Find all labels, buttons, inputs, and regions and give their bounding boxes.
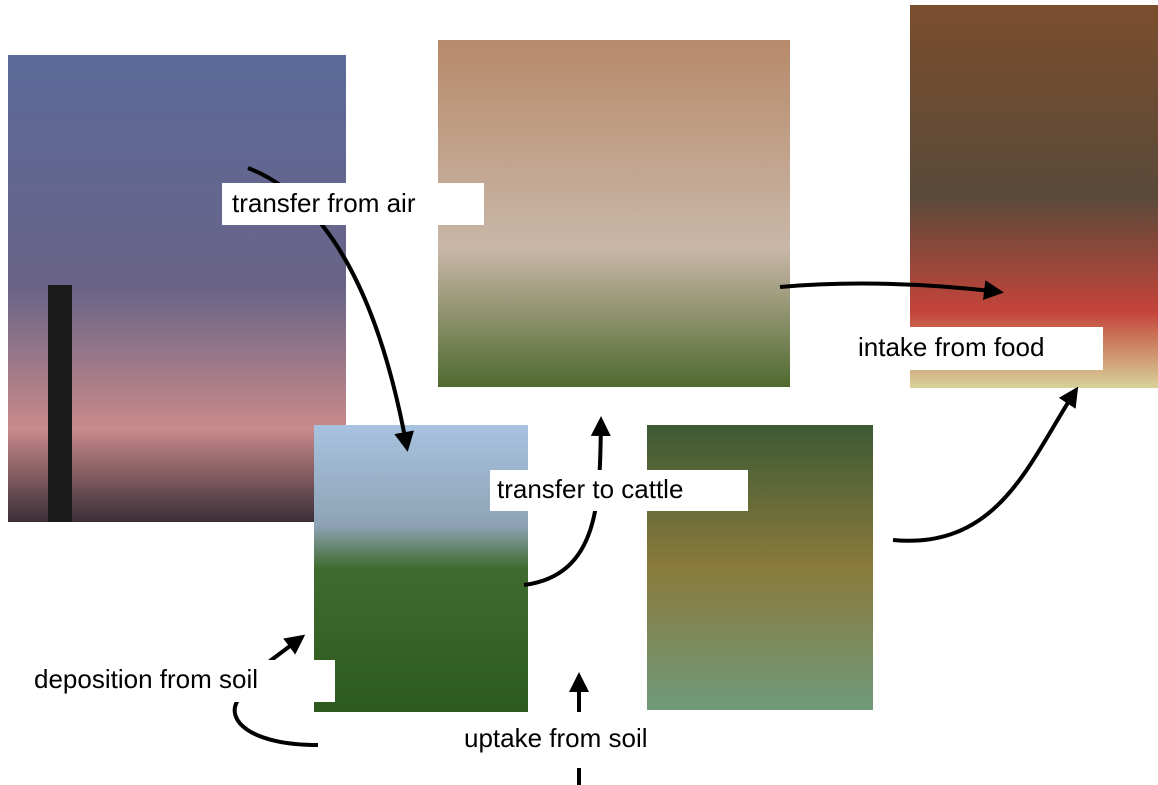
cabbage-photo <box>647 425 873 710</box>
page: transfer from air intake from food trans… <box>0 0 1158 785</box>
label: intake from food <box>858 332 1044 362</box>
label: deposition from soil <box>34 664 258 694</box>
diagram: transfer from air intake from food trans… <box>0 0 1158 785</box>
arrow <box>893 390 1076 541</box>
chimney <box>48 285 72 522</box>
cattle-photo <box>438 40 790 387</box>
field-photo <box>314 425 528 712</box>
arrow <box>266 637 302 664</box>
label: transfer from air <box>232 188 416 218</box>
label: transfer to cattle <box>497 474 683 504</box>
arrow <box>235 700 318 745</box>
label: uptake from soil <box>464 723 648 753</box>
